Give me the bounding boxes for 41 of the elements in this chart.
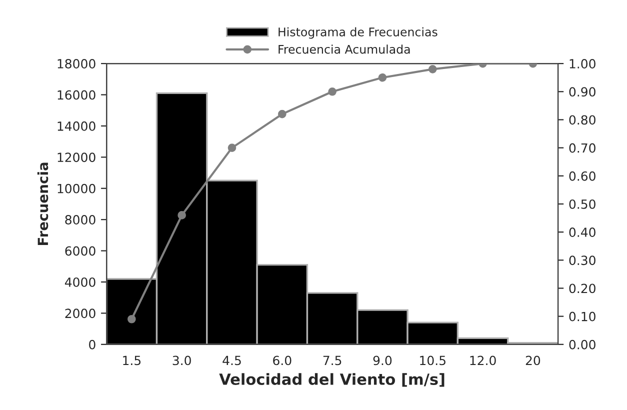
point [278, 110, 286, 118]
point [328, 87, 336, 96]
y2-tick-label: 0.80 [569, 115, 596, 125]
x-tick-label: 12.0 [470, 356, 496, 366]
y2-tick-label: 1.00 [570, 59, 596, 68]
y2-tick-label: 0.60 [569, 171, 596, 181]
y2-tick-label: 0.70 [569, 143, 596, 153]
point [428, 65, 437, 74]
legend-label: Histograma de Frecuencias [278, 27, 438, 39]
x-tick-label: 4.5 [222, 356, 241, 366]
x-axis-title: Velocidad del Viento [m/s] [219, 373, 444, 387]
y-axis-title: Frecuencia [37, 162, 48, 246]
y-tick-label: 16000 [58, 90, 96, 100]
y-tick-label: 18000 [58, 59, 96, 68]
y2-tick-label: 0.40 [569, 228, 596, 237]
y-tick-label: 0 [89, 340, 96, 350]
point [228, 144, 236, 152]
y2-tick-label: 0.10 [569, 312, 596, 322]
x-tick-label: 7.5 [323, 356, 342, 366]
y-tick-label: 8000 [65, 215, 96, 225]
y-tick-label: 10000 [58, 184, 96, 194]
legend-label: Frecuencia Acumulada [278, 44, 410, 54]
x-tick-label: 6.0 [273, 356, 292, 366]
y-tick-label: 4000 [64, 277, 96, 287]
point [128, 314, 136, 324]
y-tick-label: 2000 [65, 308, 96, 318]
y2-tick-label: 0.20 [569, 284, 596, 294]
x-tick-label: 9.0 [373, 356, 392, 366]
x-tick-label: 20 [526, 356, 540, 366]
y2-tick-label: 0.00 [569, 340, 596, 350]
x-tick-label: 3.0 [172, 356, 191, 366]
y-tick-label: 12000 [58, 152, 96, 162]
point [178, 211, 186, 220]
x-tick-label: 10.5 [420, 356, 446, 366]
y2-tick-label: 0.30 [569, 256, 596, 266]
y-tick-label: 6000 [65, 246, 96, 256]
point [378, 73, 387, 82]
y2-tick-label: 0.90 [569, 87, 596, 97]
y2-tick-label: 0.50 [569, 199, 596, 209]
y-tick-label: 14000 [58, 121, 96, 131]
x-tick-label: 1.5 [123, 356, 141, 366]
